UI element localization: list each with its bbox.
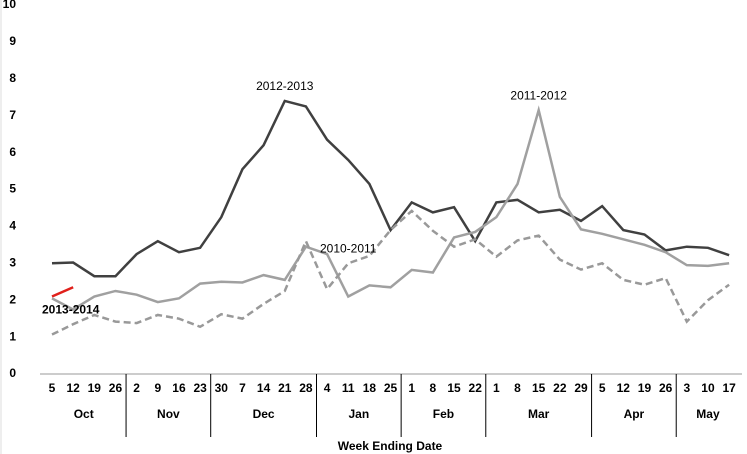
y-tick-label: 10 bbox=[3, 0, 17, 11]
series-line bbox=[51, 209, 730, 336]
x-tick-label: 2 bbox=[133, 381, 140, 395]
x-tick-label: 17 bbox=[722, 381, 736, 395]
month-label: Dec bbox=[253, 407, 275, 421]
x-tick-label: 22 bbox=[553, 381, 567, 395]
x-tick-label: 14 bbox=[257, 381, 271, 395]
x-tick-label: 18 bbox=[363, 381, 377, 395]
x-tick-label: 15 bbox=[447, 381, 461, 395]
month-label: Feb bbox=[433, 407, 454, 421]
x-tick-label: 26 bbox=[109, 381, 123, 395]
series-line bbox=[51, 286, 74, 298]
y-tick-label: 7 bbox=[9, 108, 16, 122]
x-tick-label: 22 bbox=[469, 381, 483, 395]
y-tick-label: 1 bbox=[9, 329, 16, 343]
x-tick-label: 3 bbox=[683, 381, 690, 395]
x-tick-label: 23 bbox=[193, 381, 207, 395]
x-tick-label: 8 bbox=[430, 381, 437, 395]
y-tick-label: 6 bbox=[9, 145, 16, 159]
x-tick-label: 11 bbox=[342, 381, 355, 395]
x-tick-label: 1 bbox=[408, 381, 415, 395]
series-label: 2012-2013 bbox=[256, 79, 314, 93]
x-axis-title: Week Ending Date bbox=[338, 439, 443, 453]
x-tick-label: 12 bbox=[66, 381, 80, 395]
month-label: May bbox=[696, 407, 720, 421]
month-label: Jan bbox=[348, 407, 369, 421]
x-tick-label: 26 bbox=[659, 381, 673, 395]
series-label: 2011-2012 bbox=[510, 88, 567, 102]
series-line bbox=[51, 105, 730, 311]
x-tick-label: 12 bbox=[617, 381, 631, 395]
y-tick-label: 2 bbox=[9, 292, 16, 306]
x-tick-label: 21 bbox=[278, 381, 292, 395]
x-tick-label: 10 bbox=[701, 381, 715, 395]
month-label: Nov bbox=[157, 407, 180, 421]
y-tick-label: 8 bbox=[9, 71, 16, 85]
x-tick-label: 5 bbox=[599, 381, 606, 395]
y-tick-label: 4 bbox=[9, 219, 16, 233]
y-tick-label: 3 bbox=[9, 255, 16, 269]
x-tick-label: 25 bbox=[384, 381, 398, 395]
series-label: 2013-2014 bbox=[42, 303, 100, 317]
x-tick-label: 29 bbox=[574, 381, 588, 395]
x-tick-label: 7 bbox=[239, 381, 246, 395]
y-tick-label: 0 bbox=[9, 366, 16, 380]
series-label: 2010-2011 bbox=[320, 241, 377, 255]
x-tick-label: 1 bbox=[493, 381, 500, 395]
x-tick-label: 4 bbox=[324, 381, 331, 395]
x-tick-label: 9 bbox=[154, 381, 161, 395]
x-tick-label: 28 bbox=[299, 381, 313, 395]
x-tick-label: 5 bbox=[49, 381, 56, 395]
x-tick-label: 19 bbox=[88, 381, 102, 395]
y-tick-label: 5 bbox=[9, 182, 16, 196]
x-tick-label: 30 bbox=[215, 381, 229, 395]
x-tick-label: 15 bbox=[532, 381, 546, 395]
x-tick-label: 16 bbox=[172, 381, 186, 395]
month-label: Apr bbox=[624, 407, 645, 421]
x-tick-label: 8 bbox=[514, 381, 521, 395]
month-label: Oct bbox=[74, 407, 94, 421]
month-label: Mar bbox=[528, 407, 550, 421]
y-tick-label: 9 bbox=[9, 34, 16, 48]
x-tick-label: 19 bbox=[638, 381, 652, 395]
series-line bbox=[51, 99, 730, 278]
